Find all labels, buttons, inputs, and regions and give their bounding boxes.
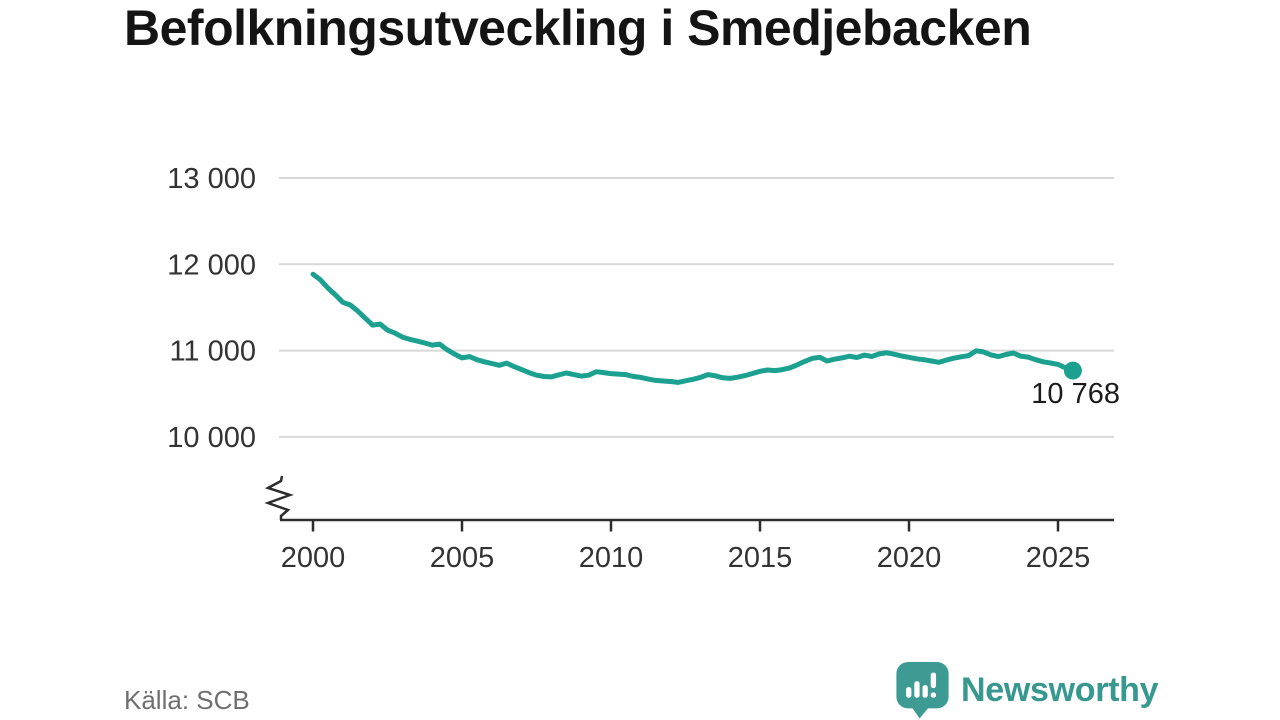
gridlines (279, 177, 1114, 438)
x-tick-label: 2005 (430, 542, 495, 574)
y-tick-label: 13 000 (167, 163, 256, 195)
axis-break-zigzag (264, 475, 294, 520)
newsworthy-wordmark: Newsworthy (961, 670, 1159, 709)
newsworthy-speech-bubble-chart-icon (896, 661, 949, 719)
page-title: Befolkningsutveckling i Smedjebacken (124, 0, 1032, 56)
x-tick-label: 2015 (728, 542, 793, 574)
source-note: Källa: SCB (124, 685, 250, 715)
y-tick-label: 12 000 (167, 249, 256, 281)
latest-value-dot (1063, 361, 1082, 380)
x-tick-label: 2020 (877, 542, 942, 574)
y-tick-label: 10 000 (167, 422, 256, 454)
latest-value-label: 10 768 (1031, 378, 1120, 410)
y-axis-labels: 13 000 12 000 11 000 10 000 (167, 163, 256, 454)
x-tick-label: 2000 (281, 542, 346, 574)
population-line (310, 271, 1076, 385)
x-tick-label: 2025 (1026, 542, 1091, 574)
x-axis-ticks (311, 520, 1060, 532)
x-tick-label: 2010 (579, 542, 644, 574)
y-tick-label: 11 000 (169, 336, 256, 368)
x-axis-labels: 2000 2005 2010 2015 2020 2025 (281, 542, 1091, 574)
newsworthy-logo: Newsworthy (895, 661, 1159, 719)
